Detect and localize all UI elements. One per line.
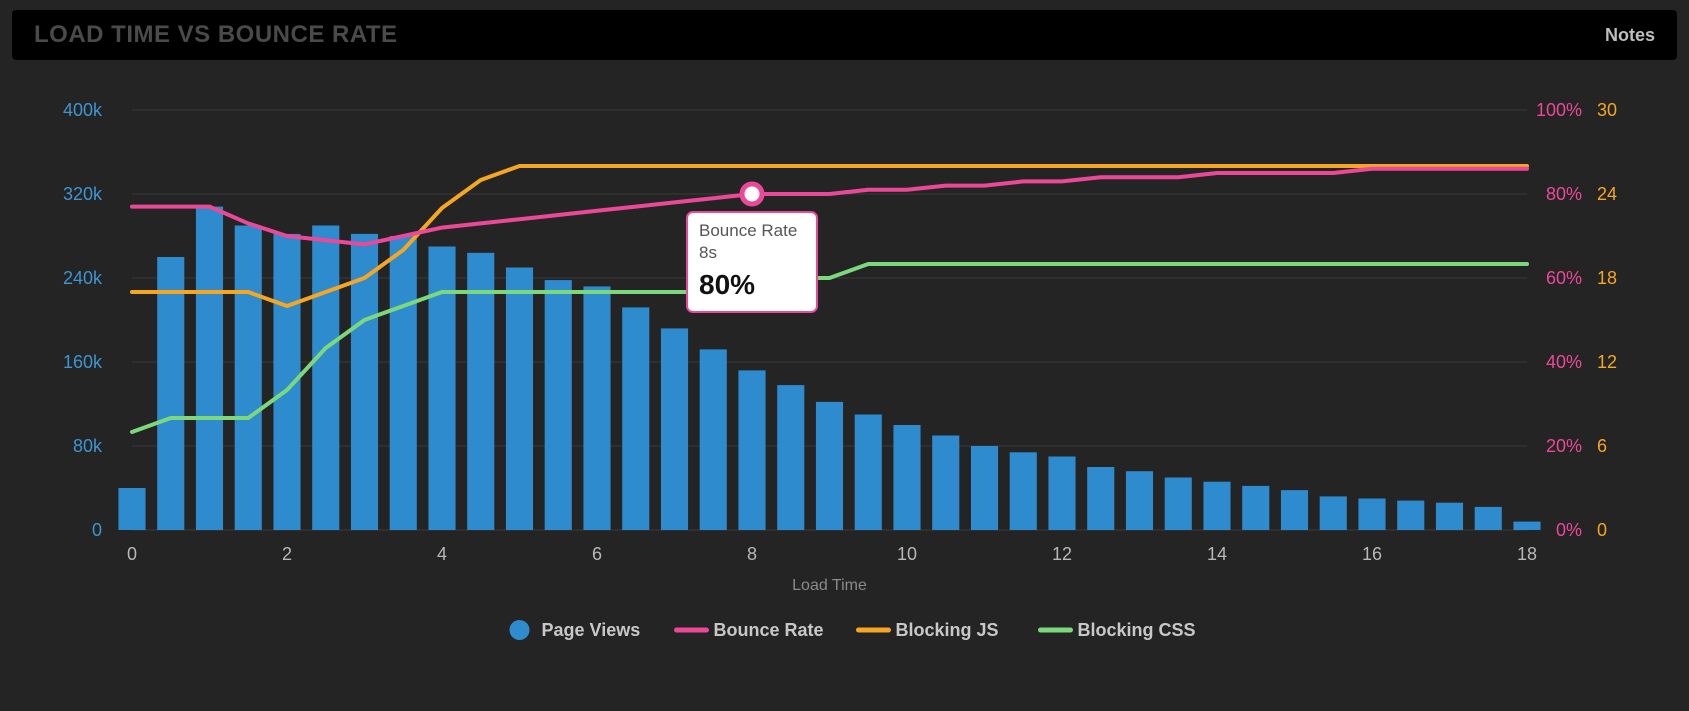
y-right-count-tick: 6	[1597, 436, 1607, 456]
bar-page-views[interactable]	[1242, 486, 1269, 530]
bar-page-views[interactable]	[893, 425, 920, 530]
bar-page-views[interactable]	[1358, 499, 1385, 531]
x-tick: 2	[282, 544, 292, 564]
y-right-pct-tick: 40%	[1546, 352, 1582, 372]
bar-page-views[interactable]	[312, 226, 339, 531]
x-tick: 10	[897, 544, 917, 564]
bar-page-views[interactable]	[777, 385, 804, 530]
x-tick: 8	[747, 544, 757, 564]
bar-page-views[interactable]	[1475, 507, 1502, 530]
bar-page-views[interactable]	[661, 328, 688, 530]
tooltip-marker	[742, 184, 762, 204]
bar-page-views[interactable]	[157, 257, 184, 530]
bar-page-views[interactable]	[1010, 452, 1037, 530]
chart-area: 00%080k20%6160k40%12240k60%18320k80%2440…	[12, 70, 1677, 699]
bar-page-views[interactable]	[738, 370, 765, 530]
y-right-count-tick: 30	[1597, 100, 1617, 120]
bar-page-views[interactable]	[1126, 471, 1153, 530]
y-right-count-tick: 18	[1597, 268, 1617, 288]
bar-page-views[interactable]	[235, 226, 262, 531]
bar-page-views[interactable]	[1048, 457, 1075, 531]
y-right-count-tick: 0	[1597, 520, 1607, 540]
bar-page-views[interactable]	[622, 307, 649, 530]
bar-page-views[interactable]	[1513, 522, 1540, 530]
bar-page-views[interactable]	[700, 349, 727, 530]
x-tick: 12	[1052, 544, 1072, 564]
bar-page-views[interactable]	[1320, 496, 1347, 530]
x-tick: 18	[1517, 544, 1537, 564]
y-right-pct-tick: 100%	[1536, 100, 1582, 120]
x-tick: 14	[1207, 544, 1227, 564]
x-tick: 6	[592, 544, 602, 564]
bar-page-views[interactable]	[196, 207, 223, 530]
y-left-tick: 320k	[63, 184, 103, 204]
tooltip-value: 80%	[699, 269, 755, 300]
bar-page-views[interactable]	[1281, 490, 1308, 530]
legend-label[interactable]: Bounce Rate	[714, 620, 824, 640]
bar-page-views[interactable]	[1087, 467, 1114, 530]
y-left-tick: 240k	[63, 268, 103, 288]
chart-svg: 00%080k20%6160k40%12240k60%18320k80%2440…	[12, 70, 1677, 699]
notes-button[interactable]: Notes	[1605, 25, 1655, 46]
x-tick: 4	[437, 544, 447, 564]
y-right-pct-tick: 60%	[1546, 268, 1582, 288]
y-right-pct-tick: 20%	[1546, 436, 1582, 456]
title-bar: LOAD TIME VS BOUNCE RATE Notes	[12, 10, 1677, 60]
chart-title: LOAD TIME VS BOUNCE RATE	[34, 21, 398, 49]
bar-page-views[interactable]	[971, 446, 998, 530]
y-left-tick: 80k	[73, 436, 103, 456]
line-blocking-js[interactable]	[132, 166, 1527, 306]
y-right-pct-tick: 80%	[1546, 184, 1582, 204]
y-right-count-tick: 24	[1597, 184, 1617, 204]
bar-page-views[interactable]	[545, 280, 572, 530]
bar-page-views[interactable]	[390, 236, 417, 530]
bar-page-views[interactable]	[467, 253, 494, 530]
bar-page-views[interactable]	[118, 488, 145, 530]
bar-page-views[interactable]	[506, 268, 533, 531]
legend-label[interactable]: Blocking CSS	[1078, 620, 1196, 640]
y-left-tick: 400k	[63, 100, 103, 120]
bar-page-views[interactable]	[816, 402, 843, 530]
y-right-pct-tick: 0%	[1556, 520, 1582, 540]
bar-page-views[interactable]	[1165, 478, 1192, 531]
line-bounce-rate[interactable]	[132, 169, 1527, 245]
x-axis-label: Load Time	[792, 577, 867, 594]
tooltip-series-label: Bounce Rate	[699, 221, 797, 240]
bar-page-views[interactable]	[1436, 503, 1463, 530]
bar-page-views[interactable]	[1397, 501, 1424, 530]
y-left-tick: 160k	[63, 352, 103, 372]
legend-swatch	[510, 620, 530, 640]
y-left-tick: 0	[92, 520, 102, 540]
bar-page-views[interactable]	[932, 436, 959, 531]
y-right-count-tick: 12	[1597, 352, 1617, 372]
tooltip-x-label: 8s	[699, 243, 717, 262]
bar-page-views[interactable]	[1203, 482, 1230, 530]
x-tick: 16	[1362, 544, 1382, 564]
x-tick: 0	[127, 544, 137, 564]
legend-label[interactable]: Page Views	[542, 620, 641, 640]
bar-page-views[interactable]	[428, 247, 455, 531]
legend-label[interactable]: Blocking JS	[896, 620, 999, 640]
bar-page-views[interactable]	[583, 286, 610, 530]
bar-page-views[interactable]	[855, 415, 882, 531]
